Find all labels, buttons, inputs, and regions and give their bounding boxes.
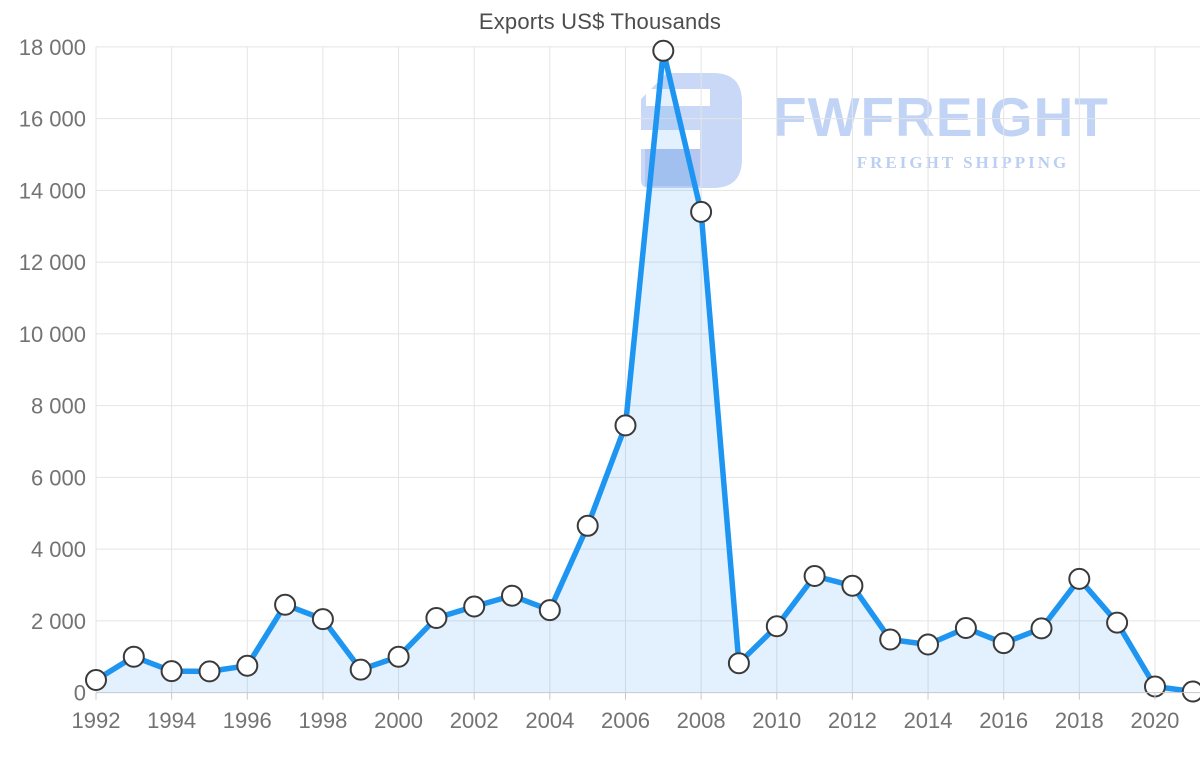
data-point-2019[interactable] bbox=[1106, 611, 1129, 634]
series-exports bbox=[93, 48, 1196, 695]
x-axis-label: 1998 bbox=[298, 708, 347, 733]
axis-labels: 0 2 000 4 000 6 000 8 000 10 000 12 000 14 000 1… bbox=[19, 35, 1180, 733]
data-point-2004[interactable] bbox=[538, 599, 561, 622]
y-axis-label: 14 000 bbox=[19, 178, 86, 203]
fwfreight-logo-icon bbox=[640, 73, 742, 188]
data-point-2000[interactable] bbox=[387, 645, 410, 668]
data-point-2010[interactable] bbox=[765, 615, 788, 638]
data-point-2003[interactable] bbox=[501, 584, 523, 607]
x-axis-label: 2014 bbox=[904, 708, 953, 733]
data-point-2017[interactable] bbox=[1030, 617, 1053, 640]
data-point-2011[interactable] bbox=[803, 565, 826, 587]
data-point-2015[interactable] bbox=[954, 617, 977, 639]
x-axis-label: 2010 bbox=[752, 708, 801, 733]
y-axis-label: 10 000 bbox=[19, 322, 86, 347]
y-axis-label: 8 000 bbox=[31, 394, 86, 419]
x-axis-label: 2004 bbox=[525, 708, 574, 733]
data-point-2016[interactable] bbox=[992, 632, 1015, 655]
data-point-2008[interactable] bbox=[690, 200, 713, 223]
data-point-1995[interactable] bbox=[198, 660, 221, 683]
y-axis-label: 12 000 bbox=[19, 250, 86, 275]
data-point-2013[interactable] bbox=[879, 628, 902, 651]
x-axis-label: 1992 bbox=[72, 708, 121, 733]
data-point-1997[interactable] bbox=[274, 593, 297, 616]
data-point-2018[interactable] bbox=[1068, 567, 1091, 590]
data-point-1999[interactable] bbox=[349, 658, 372, 681]
data-point-1996[interactable] bbox=[236, 654, 259, 677]
data-point-2001[interactable] bbox=[425, 607, 448, 629]
y-axis-label: 16 000 bbox=[19, 107, 86, 132]
x-axis-label: 2020 bbox=[1130, 708, 1179, 733]
x-axis-label: 2006 bbox=[601, 708, 650, 733]
data-point-1994[interactable] bbox=[160, 660, 183, 683]
data-point-2007[interactable] bbox=[652, 39, 675, 62]
data-point-2002[interactable] bbox=[463, 595, 486, 618]
chart-title: Exports US$ Thousands bbox=[478, 9, 722, 34]
x-axis-label: 2000 bbox=[374, 708, 423, 733]
series-area-fill bbox=[96, 50, 1193, 693]
data-point-2009[interactable] bbox=[727, 652, 750, 675]
axes bbox=[95, 692, 1200, 700]
x-axis-label: 2016 bbox=[979, 708, 1028, 733]
data-point-1998[interactable] bbox=[311, 608, 334, 631]
x-axis-label: 2002 bbox=[450, 708, 499, 733]
x-axis-label: 1994 bbox=[147, 708, 196, 733]
y-axis-label: 0 bbox=[74, 681, 86, 706]
data-point-1993[interactable] bbox=[122, 645, 145, 668]
y-axis-label: 2 000 bbox=[31, 609, 86, 634]
watermark-brand: FWFREIGHT bbox=[773, 86, 1109, 148]
y-axis-label: 6 000 bbox=[31, 465, 86, 490]
data-point-1992[interactable] bbox=[85, 669, 107, 691]
x-axis-label: 2018 bbox=[1055, 708, 1104, 733]
watermark: FWFREIGHT FREIGHT SHIPPING bbox=[640, 70, 1160, 190]
data-point-2012[interactable] bbox=[841, 574, 864, 597]
y-axis-label: 18 000 bbox=[19, 35, 86, 60]
gridlines bbox=[95, 46, 1200, 693]
data-points bbox=[85, 39, 1200, 703]
y-axis-label: 4 000 bbox=[31, 537, 86, 562]
watermark-tagline: FREIGHT SHIPPING bbox=[856, 153, 1070, 172]
x-axis-label: 2008 bbox=[677, 708, 726, 733]
data-point-2006[interactable] bbox=[614, 414, 637, 437]
data-point-2014[interactable] bbox=[917, 633, 939, 656]
x-axis-label: 2012 bbox=[828, 708, 877, 733]
x-axis-label: 1996 bbox=[223, 708, 272, 733]
data-point-2021[interactable] bbox=[1181, 680, 1200, 703]
data-point-2005[interactable] bbox=[576, 514, 599, 537]
